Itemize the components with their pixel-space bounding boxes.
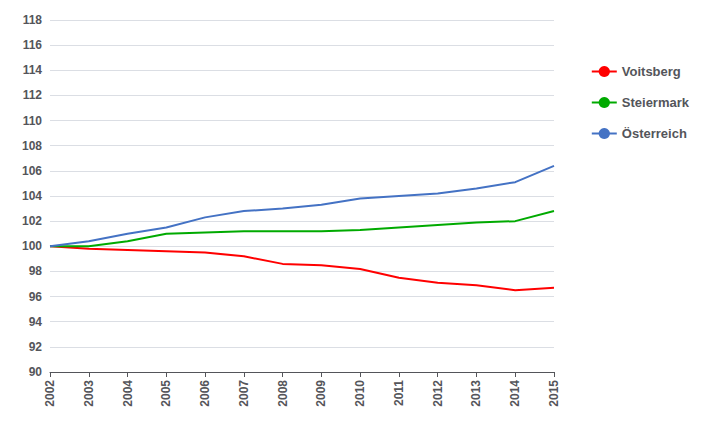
svg-text:2006: 2006	[198, 380, 212, 407]
svg-text:108: 108	[22, 139, 42, 153]
svg-text:2004: 2004	[121, 380, 135, 407]
svg-text:114: 114	[23, 63, 43, 77]
svg-text:102: 102	[22, 214, 42, 228]
svg-text:2005: 2005	[159, 380, 173, 407]
svg-text:100: 100	[22, 239, 42, 253]
svg-text:112: 112	[23, 88, 43, 102]
svg-text:2009: 2009	[314, 380, 328, 407]
svg-text:Voitsberg: Voitsberg	[622, 64, 681, 79]
svg-text:96: 96	[29, 290, 43, 304]
svg-text:92: 92	[29, 340, 43, 354]
svg-text:104: 104	[22, 189, 42, 203]
svg-text:Österreich: Österreich	[622, 126, 687, 141]
svg-text:90: 90	[29, 365, 43, 379]
svg-text:Steiermark: Steiermark	[622, 95, 690, 110]
svg-text:118: 118	[23, 13, 43, 27]
svg-text:94: 94	[29, 315, 43, 329]
svg-text:2002: 2002	[43, 380, 57, 407]
svg-text:110: 110	[23, 114, 43, 128]
svg-text:2011: 2011	[392, 380, 406, 406]
svg-text:2010: 2010	[353, 380, 367, 407]
svg-text:2008: 2008	[276, 380, 290, 407]
svg-text:106: 106	[22, 164, 42, 178]
svg-text:116: 116	[23, 38, 43, 52]
svg-text:2013: 2013	[469, 380, 483, 407]
svg-text:2007: 2007	[237, 380, 251, 407]
svg-text:2014: 2014	[508, 380, 522, 407]
svg-text:2012: 2012	[431, 380, 445, 407]
svg-text:2015: 2015	[547, 380, 561, 407]
svg-text:98: 98	[29, 264, 43, 278]
svg-text:2003: 2003	[82, 380, 96, 407]
